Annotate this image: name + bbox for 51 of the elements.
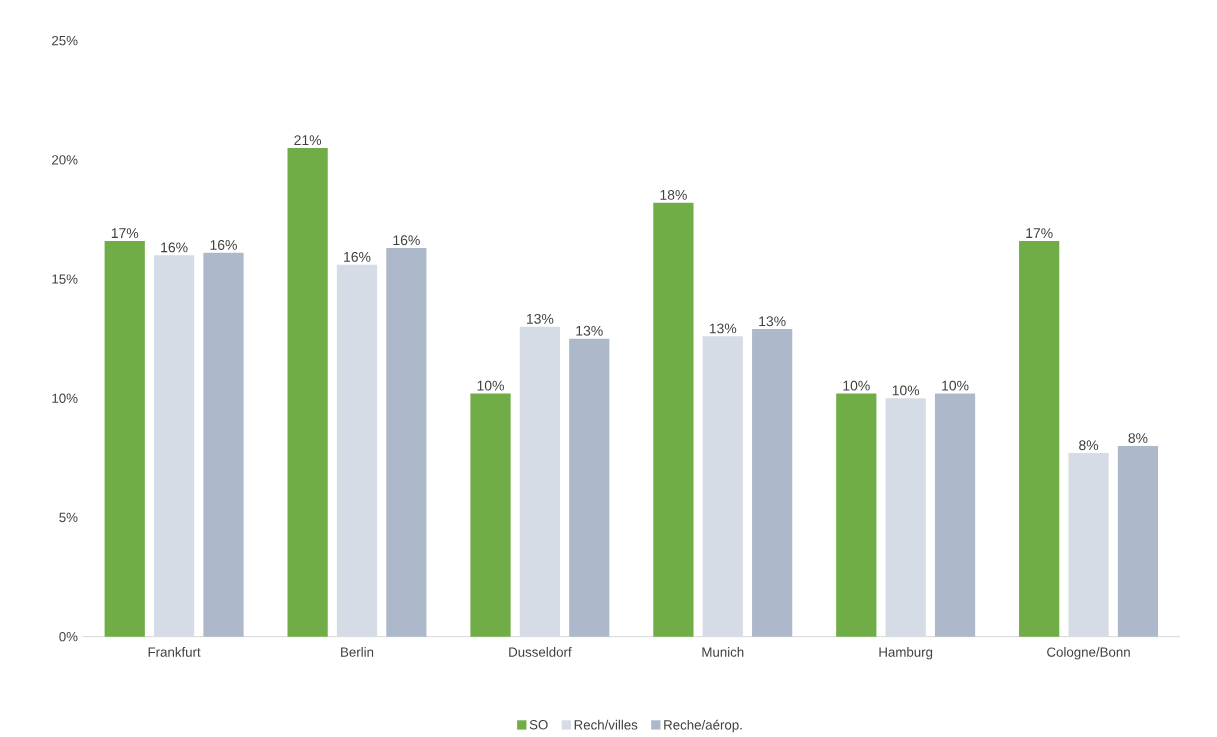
bar bbox=[336, 264, 378, 637]
data-label: 16% bbox=[393, 235, 420, 246]
x-tick-label: Cologne/Bonn bbox=[1047, 647, 1130, 660]
y-tick-label: 10% bbox=[52, 393, 78, 404]
bar bbox=[1019, 241, 1060, 637]
data-label: 10% bbox=[843, 380, 870, 391]
bar bbox=[470, 393, 511, 637]
bar bbox=[154, 255, 195, 637]
bar bbox=[1117, 446, 1159, 637]
bar bbox=[1068, 453, 1109, 637]
data-label: 18% bbox=[660, 190, 687, 200]
data-label: 8% bbox=[1128, 433, 1148, 444]
bar bbox=[752, 329, 793, 637]
y-tick-label: 20% bbox=[52, 155, 78, 165]
data-label: 17% bbox=[111, 228, 139, 239]
data-label: 10% bbox=[477, 380, 504, 391]
bar bbox=[836, 393, 877, 637]
bar bbox=[287, 148, 328, 637]
bar bbox=[653, 202, 694, 637]
data-label: 8% bbox=[1079, 440, 1099, 451]
x-tick-label: Dusseldorf bbox=[509, 647, 572, 657]
data-label: 17% bbox=[1026, 228, 1053, 239]
bar bbox=[519, 326, 561, 637]
y-tick-label: 0% bbox=[59, 632, 78, 642]
data-label: 13% bbox=[759, 316, 786, 327]
x-tick-label: Frankfurt bbox=[148, 647, 201, 657]
y-tick-label: 15% bbox=[52, 274, 78, 284]
x-tick-label: Hamburg bbox=[879, 647, 933, 660]
bar bbox=[569, 338, 610, 637]
legend-label: Reche/aérop. bbox=[664, 719, 742, 733]
data-label: 13% bbox=[709, 323, 737, 334]
legend-label: Rech/villes bbox=[574, 719, 638, 730]
bar bbox=[386, 248, 427, 637]
y-tick-label: 5% bbox=[59, 512, 78, 523]
data-label: 13% bbox=[576, 325, 603, 336]
bar bbox=[203, 252, 244, 637]
bar bbox=[885, 398, 926, 637]
data-label: 16% bbox=[344, 252, 371, 262]
data-label: 21% bbox=[294, 135, 322, 146]
legend-label: SO bbox=[529, 720, 548, 730]
y-tick-label: 25% bbox=[52, 36, 78, 46]
x-tick-label: Berlin bbox=[341, 647, 374, 657]
data-label: 16% bbox=[161, 242, 188, 253]
data-label: 10% bbox=[942, 380, 969, 391]
bar bbox=[934, 393, 976, 637]
data-label: 16% bbox=[210, 240, 237, 251]
bar bbox=[702, 336, 743, 637]
bar bbox=[104, 241, 145, 637]
data-label: 13% bbox=[527, 314, 554, 324]
x-tick-label: Munich bbox=[702, 647, 744, 657]
data-label: 10% bbox=[892, 385, 920, 396]
